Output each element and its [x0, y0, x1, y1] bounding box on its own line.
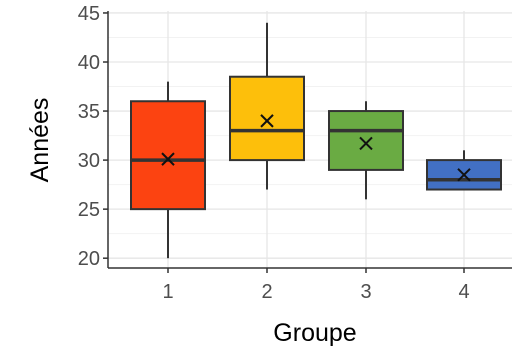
mean-marker [359, 136, 373, 151]
x-tick-label: 4 [458, 281, 469, 303]
x-axis-ticks: 1 2 3 4 [162, 268, 470, 303]
x-tick-label: 1 [162, 281, 173, 303]
box-group-3 [328, 101, 404, 200]
y-tick-label: 35 [78, 101, 100, 123]
boxes-layer [130, 22, 502, 259]
y-tick-label: 45 [78, 3, 100, 25]
box-group-1 [130, 81, 206, 259]
x-tick-label: 2 [261, 281, 272, 303]
box-iqr [130, 100, 206, 211]
y-tick-label: 25 [78, 199, 100, 221]
box-iqr [229, 75, 305, 162]
y-axis-ticks: 20 25 30 35 40 45 [78, 3, 108, 270]
box-group-4 [426, 150, 502, 191]
y-tick-label: 20 [78, 248, 100, 270]
box-group-2 [229, 22, 305, 190]
x-tick-label: 3 [360, 281, 371, 303]
mean-marker [161, 152, 175, 166]
y-axis-title: Années [26, 98, 54, 183]
mean-marker [457, 168, 471, 182]
box-iqr [328, 110, 404, 171]
x-axis-title: Groupe [273, 319, 356, 347]
mean-marker [260, 114, 274, 128]
y-tick-label: 30 [78, 150, 100, 172]
y-tick-label: 40 [78, 52, 100, 74]
